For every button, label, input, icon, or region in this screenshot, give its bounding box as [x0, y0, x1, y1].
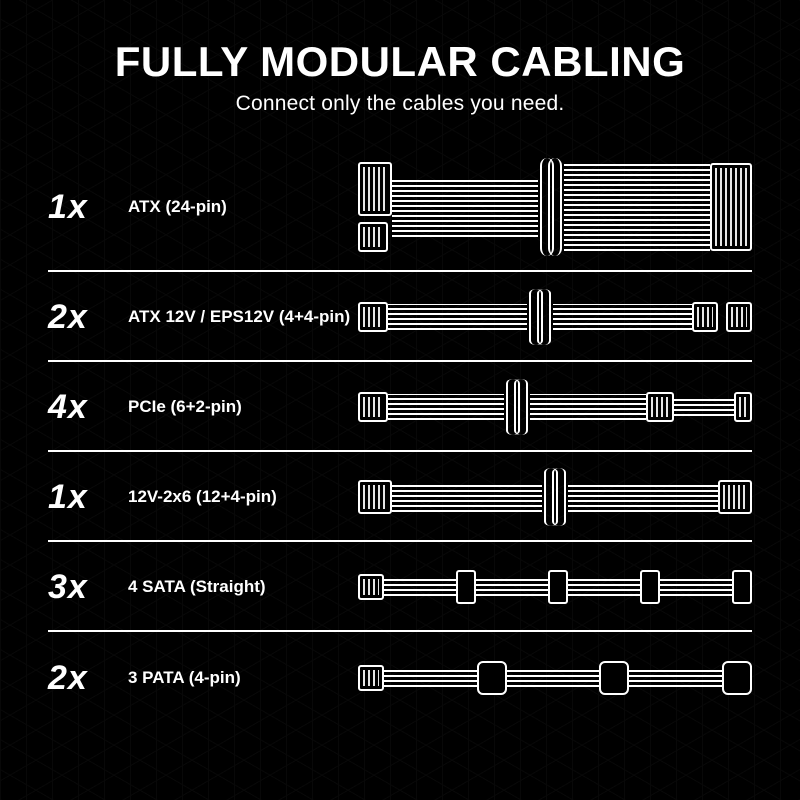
break-icon [538, 162, 564, 252]
wire-icon [568, 578, 640, 596]
connector-icon [358, 222, 388, 252]
break-icon [527, 293, 553, 341]
connector-icon [726, 302, 752, 332]
cable-qty: 2x [48, 659, 128, 698]
cable-name: 12V-2x6 (12+4-pin) [128, 487, 358, 507]
cable-row-atx24: 1x ATX (24-pin) [48, 142, 752, 272]
cable-name: ATX (24-pin) [128, 197, 358, 217]
cable-name: PCIe (6+2-pin) [128, 397, 358, 417]
wire-icon [392, 177, 538, 237]
break-icon [542, 472, 568, 522]
cable-row-sata: 3x 4 SATA (Straight) [48, 542, 752, 632]
cable-qty: 1x [48, 188, 128, 227]
cable-name: 3 PATA (4-pin) [128, 668, 358, 688]
connector-icon [477, 661, 507, 695]
break-icon [504, 383, 530, 431]
connector-icon [599, 661, 629, 695]
connector-icon [710, 163, 752, 251]
wire-icon [388, 304, 527, 330]
wire-icon [660, 578, 732, 596]
connector-icon [722, 661, 752, 695]
wire-icon [384, 669, 477, 687]
connector-icon [456, 570, 476, 604]
connector-icon [732, 570, 752, 604]
connector-icon [358, 392, 388, 422]
wire-icon [388, 394, 504, 420]
cable-diagram [358, 472, 752, 522]
cable-row-12vhpwr: 1x 12V-2x6 (12+4-pin) [48, 452, 752, 542]
connector-icon [692, 302, 718, 332]
wire-icon [507, 669, 600, 687]
connector-icon [548, 570, 568, 604]
cable-row-pata: 2x 3 PATA (4-pin) [48, 632, 752, 722]
cable-qty: 4x [48, 388, 128, 427]
connector-icon [734, 392, 752, 422]
cable-qty: 2x [48, 298, 128, 337]
cable-qty: 1x [48, 478, 128, 517]
connector-icon [358, 480, 392, 514]
connector-icon [358, 574, 384, 600]
cable-diagram [358, 383, 752, 431]
wire-icon [629, 669, 722, 687]
wire-icon [392, 482, 542, 512]
connector-icon [358, 302, 388, 332]
cable-diagram [358, 661, 752, 695]
connector-icon [640, 570, 660, 604]
wire-icon [530, 394, 646, 420]
page-subtitle: Connect only the cables you need. [48, 92, 752, 116]
wire-icon [674, 398, 734, 416]
connector-icon [646, 392, 674, 422]
wire-icon [553, 304, 692, 330]
connector-icon [718, 480, 752, 514]
wire-icon [476, 578, 548, 596]
wire-icon [564, 163, 710, 251]
cable-list: 1x ATX (24-pin) 2x ATX 12V / EPS12V (4+4… [48, 142, 752, 722]
cable-name: 4 SATA (Straight) [128, 577, 358, 597]
cable-row-pcie: 4x PCIe (6+2-pin) [48, 362, 752, 452]
cable-diagram [358, 293, 752, 341]
connector-icon [358, 162, 392, 216]
wire-icon [568, 482, 718, 512]
cable-name: ATX 12V / EPS12V (4+4-pin) [128, 307, 358, 327]
connector-icon [358, 665, 384, 691]
wire-icon [384, 578, 456, 596]
cable-diagram [358, 162, 752, 252]
page-title: FULLY MODULAR CABLING [48, 38, 752, 86]
cable-qty: 3x [48, 568, 128, 607]
cable-row-eps: 2x ATX 12V / EPS12V (4+4-pin) [48, 272, 752, 362]
infographic: FULLY MODULAR CABLING Connect only the c… [0, 0, 800, 752]
cable-diagram [358, 570, 752, 604]
